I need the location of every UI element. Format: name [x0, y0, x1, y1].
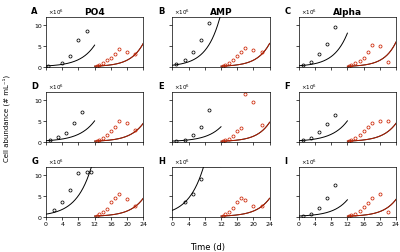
Text: $\times10^6$: $\times10^6$: [174, 157, 190, 167]
Text: C: C: [284, 7, 290, 16]
Text: $\times10^6$: $\times10^6$: [48, 8, 64, 17]
Title: PO4: PO4: [84, 8, 105, 17]
Text: $\times10^6$: $\times10^6$: [301, 157, 316, 167]
Text: I: I: [284, 156, 287, 165]
Text: Cell abundance (# mL⁻¹): Cell abundance (# mL⁻¹): [2, 75, 10, 162]
Text: E: E: [158, 81, 164, 90]
Title: AMP: AMP: [210, 8, 232, 17]
Text: D: D: [32, 81, 38, 90]
Text: A: A: [32, 7, 38, 16]
Text: H: H: [158, 156, 165, 165]
Text: B: B: [158, 7, 164, 16]
Text: $\times10^6$: $\times10^6$: [48, 83, 64, 92]
Text: $\times10^6$: $\times10^6$: [174, 83, 190, 92]
Text: Time (d): Time (d): [190, 242, 226, 251]
Text: $\times10^6$: $\times10^6$: [301, 83, 316, 92]
Text: G: G: [32, 156, 38, 165]
Text: $\times10^6$: $\times10^6$: [174, 8, 190, 17]
Text: $\times10^6$: $\times10^6$: [48, 157, 64, 167]
Text: F: F: [284, 81, 290, 90]
Text: $\times10^6$: $\times10^6$: [301, 8, 316, 17]
Title: Alpha: Alpha: [333, 8, 362, 17]
